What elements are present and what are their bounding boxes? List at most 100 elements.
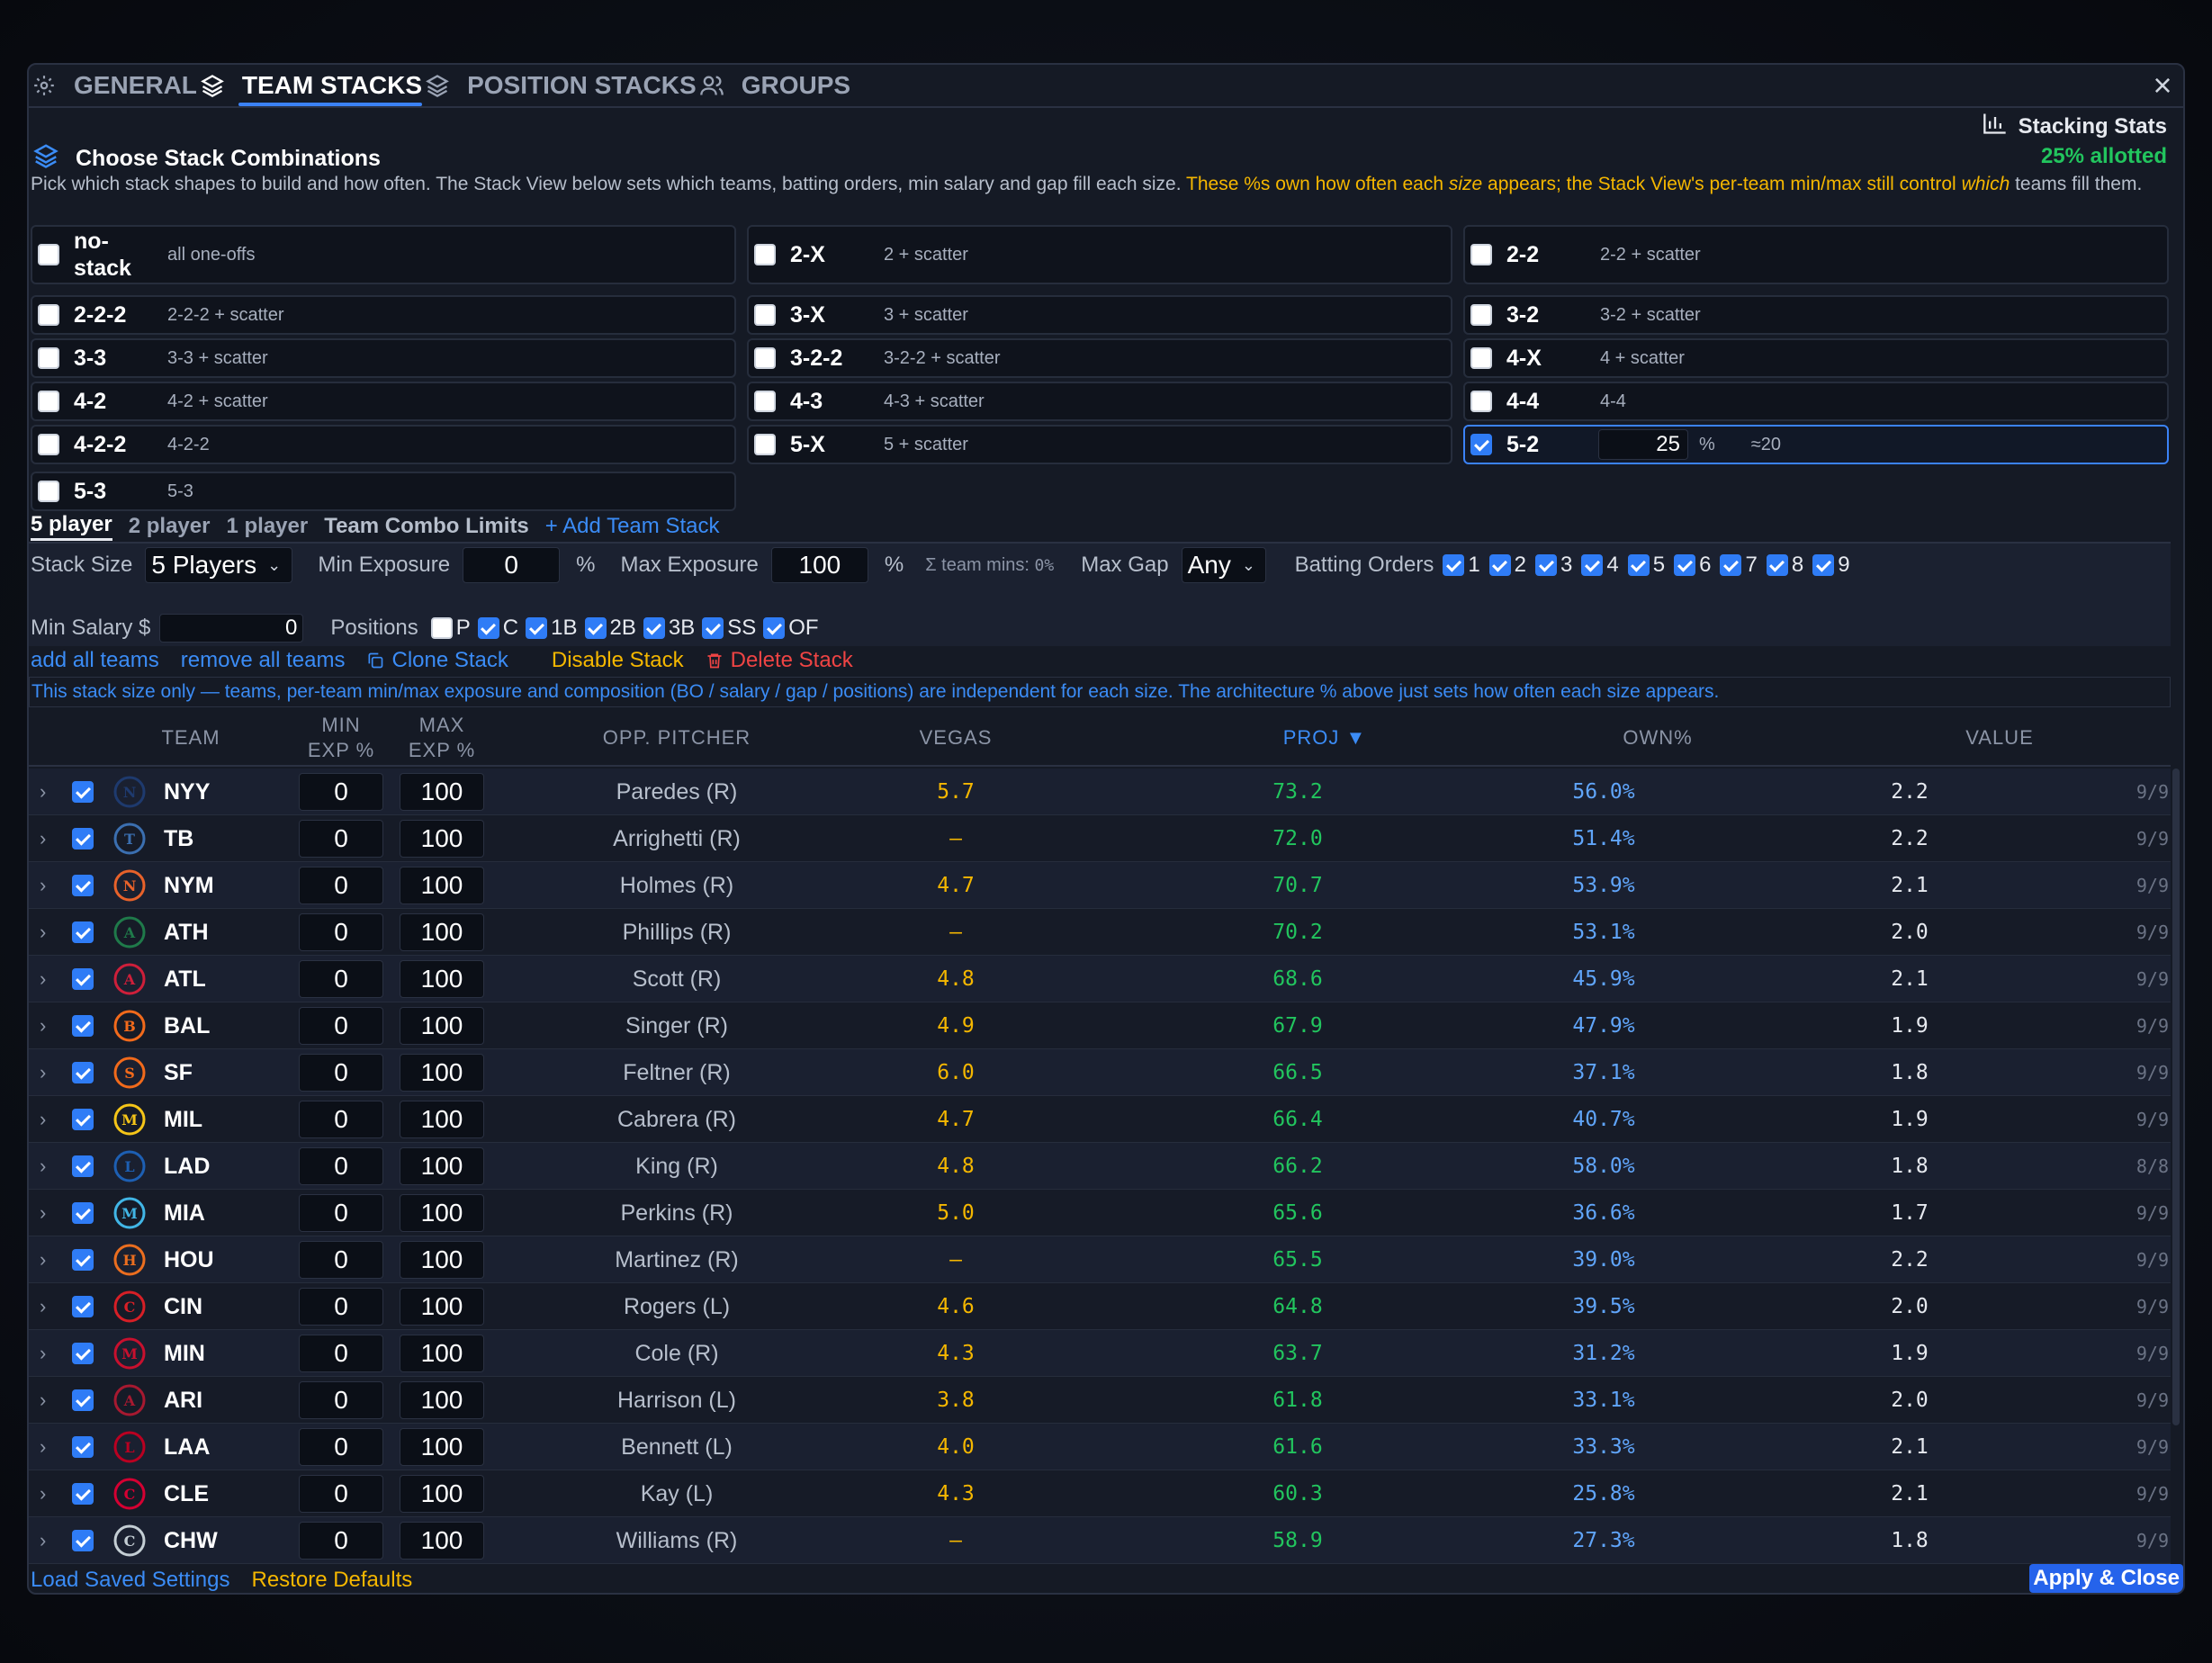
- stack-combo-checkbox[interactable]: [38, 244, 59, 265]
- batting-order-checkbox[interactable]: [1674, 554, 1696, 576]
- table-scrollbar[interactable]: [2172, 769, 2180, 1425]
- stack-combo-4-2[interactable]: 4-2 4-2 + scatter: [31, 382, 736, 421]
- max-exp-input[interactable]: 100: [400, 960, 484, 998]
- col-value[interactable]: VALUE: [1965, 726, 2034, 749]
- max-exp-input[interactable]: 100: [400, 1522, 484, 1560]
- stack-combo-checkbox[interactable]: [1470, 244, 1492, 265]
- max-exp-input[interactable]: 100: [400, 773, 484, 811]
- chevron-right-icon[interactable]: ›: [40, 1389, 47, 1411]
- min-exp-input[interactable]: 0: [299, 1428, 383, 1466]
- col-proj[interactable]: PROJ ▼: [1282, 726, 1367, 749]
- stack-combo-checkbox[interactable]: [754, 347, 776, 369]
- chevron-right-icon[interactable]: ›: [40, 1201, 47, 1224]
- stack-combo-2-2[interactable]: 2-2 2-2 + scatter: [1463, 225, 2169, 284]
- max-exp-input[interactable]: 100: [400, 1054, 484, 1092]
- table-row[interactable]: › C CLE 0 100 Kay (L) 4.3 60.3 25.8% 2.1 9/9: [29, 1470, 2171, 1517]
- max-exp-input[interactable]: 100: [400, 1288, 484, 1326]
- chevron-right-icon[interactable]: ›: [40, 1342, 47, 1364]
- position-p[interactable]: P: [430, 616, 471, 641]
- col-max-exp[interactable]: MAX EXP %: [400, 713, 484, 763]
- stack-combo-5-2[interactable]: 5-2 25% ≈20: [1463, 425, 2169, 464]
- team-checkbox[interactable]: [72, 1436, 94, 1458]
- position-checkbox[interactable]: [430, 617, 453, 639]
- team-checkbox[interactable]: [72, 828, 94, 849]
- batting-order-6[interactable]: 6: [1674, 553, 1711, 578]
- stack-combo-3-2-2[interactable]: 3-2-2 3-2-2 + scatter: [747, 338, 1452, 378]
- team-checkbox[interactable]: [72, 1062, 94, 1083]
- chevron-right-icon[interactable]: ›: [40, 1529, 47, 1551]
- col-opp-pitcher[interactable]: OPP. PITCHER: [602, 726, 751, 749]
- batting-order-3[interactable]: 3: [1535, 553, 1572, 578]
- table-row[interactable]: › M MIN 0 100 Cole (R) 4.3 63.7 31.2% 1.9 9/9: [29, 1330, 2171, 1377]
- batting-order-9[interactable]: 9: [1812, 553, 1850, 578]
- team-checkbox[interactable]: [72, 1249, 94, 1271]
- chevron-right-icon[interactable]: ›: [40, 1295, 47, 1317]
- batting-order-checkbox[interactable]: [1581, 554, 1604, 576]
- stack-combo-checkbox[interactable]: [38, 481, 59, 502]
- table-row[interactable]: › H HOU 0 100 Martinez (R) – 65.5 39.0% 2.2 9/9: [29, 1236, 2171, 1283]
- min-salary-input[interactable]: 0: [159, 614, 304, 643]
- table-row[interactable]: › A ARI 0 100 Harrison (L) 3.8 61.8 33.1% 2.0 9/9: [29, 1377, 2171, 1424]
- team-checkbox-wrap[interactable]: [72, 769, 94, 815]
- chevron-right-icon[interactable]: ›: [40, 1155, 47, 1177]
- chevron-right-icon[interactable]: ›: [40, 1014, 47, 1037]
- table-row[interactable]: › L LAA 0 100 Bennett (L) 4.0 61.6 33.3% 2.1 9/9: [29, 1424, 2171, 1470]
- team-checkbox[interactable]: [72, 1343, 94, 1364]
- add-team-stack-button[interactable]: + Add Team Stack: [544, 514, 720, 538]
- min-exp-input[interactable]: 0: [299, 960, 383, 998]
- team-checkbox[interactable]: [72, 781, 94, 803]
- team-checkbox[interactable]: [72, 968, 94, 990]
- stack-combo-checkbox[interactable]: [754, 304, 776, 326]
- tab-general[interactable]: GENERAL: [29, 65, 197, 106]
- batting-order-2[interactable]: 2: [1488, 553, 1526, 578]
- stack-combo-checkbox[interactable]: [1470, 304, 1492, 326]
- team-checkbox[interactable]: [72, 1389, 94, 1411]
- chevron-right-icon[interactable]: ›: [40, 1435, 47, 1458]
- max-exposure-input[interactable]: 100: [770, 547, 868, 583]
- min-exp-input[interactable]: 0: [299, 1194, 383, 1232]
- stack-combo-2-X[interactable]: 2-X 2 + scatter: [747, 225, 1452, 284]
- batting-order-5[interactable]: 5: [1627, 553, 1665, 578]
- position-3b[interactable]: 3B: [643, 616, 695, 641]
- chevron-right-icon[interactable]: ›: [40, 780, 47, 803]
- batting-order-1[interactable]: 1: [1443, 553, 1480, 578]
- table-row[interactable]: › A ATH 0 100 Phillips (R) – 70.2 53.1% 2.0 9/9: [29, 909, 2171, 956]
- stack-combo-checkbox[interactable]: [38, 391, 59, 412]
- position-checkbox[interactable]: [702, 617, 724, 639]
- team-checkbox[interactable]: [72, 1530, 94, 1551]
- size-tab-1-player[interactable]: 1 player: [226, 514, 309, 538]
- team-checkbox-wrap[interactable]: [72, 909, 94, 956]
- max-exp-input[interactable]: 100: [400, 1147, 484, 1185]
- batting-order-checkbox[interactable]: [1443, 554, 1465, 576]
- stack-combo-checkbox[interactable]: [754, 391, 776, 412]
- chevron-right-icon[interactable]: ›: [40, 1061, 47, 1083]
- max-exp-input[interactable]: 100: [400, 1428, 484, 1466]
- team-checkbox[interactable]: [72, 1483, 94, 1505]
- stack-combo-no--stack[interactable]: no- stack all one-offs: [31, 225, 736, 284]
- apply-close-button[interactable]: Apply & Close: [2029, 1564, 2183, 1593]
- col-vegas[interactable]: VEGAS: [919, 726, 993, 749]
- min-exp-input[interactable]: 0: [299, 1522, 383, 1560]
- position-checkbox[interactable]: [526, 617, 548, 639]
- stack-combo-checkbox[interactable]: [1470, 391, 1492, 412]
- batting-order-checkbox[interactable]: [1535, 554, 1558, 576]
- batting-order-4[interactable]: 4: [1581, 553, 1619, 578]
- team-checkbox-wrap[interactable]: [72, 1002, 94, 1049]
- position-ss[interactable]: SS: [702, 616, 756, 641]
- tab-groups[interactable]: GROUPS: [697, 65, 850, 106]
- stack-combo-checkbox[interactable]: [38, 347, 59, 369]
- team-checkbox[interactable]: [72, 1109, 94, 1130]
- batting-order-checkbox[interactable]: [1766, 554, 1788, 576]
- col-own[interactable]: OWN%: [1623, 726, 1693, 749]
- stack-combo-checkbox[interactable]: [754, 244, 776, 265]
- stack-combo-4-3[interactable]: 4-3 4-3 + scatter: [747, 382, 1452, 421]
- table-row[interactable]: › S SF 0 100 Feltner (R) 6.0 66.5 37.1% 1.8 9/9: [29, 1049, 2171, 1096]
- min-exp-input[interactable]: 0: [299, 1335, 383, 1372]
- team-checkbox-wrap[interactable]: [72, 815, 94, 862]
- max-gap-select[interactable]: Any ⌄: [1181, 547, 1266, 583]
- stack-combo-checkbox[interactable]: [38, 304, 59, 326]
- team-checkbox-wrap[interactable]: [72, 1377, 94, 1424]
- close-icon[interactable]: ×: [2153, 67, 2172, 103]
- position-checkbox[interactable]: [584, 617, 607, 639]
- min-exp-input[interactable]: 0: [299, 773, 383, 811]
